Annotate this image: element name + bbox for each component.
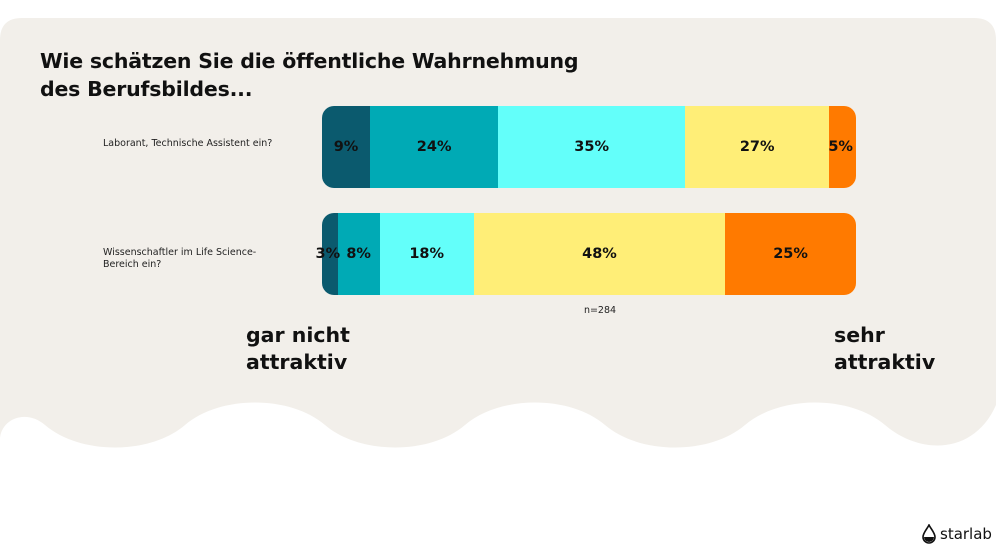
bar-segment bbox=[685, 106, 830, 188]
data-label: 27% bbox=[739, 139, 775, 155]
row-label-1: Laborant, Technische Assistent ein? bbox=[103, 138, 303, 150]
scale-low-line-1: gar nicht bbox=[246, 323, 350, 347]
row-label-2: Wissenschaftler im Life Science- Bereich… bbox=[103, 247, 303, 271]
bar-segment bbox=[322, 106, 371, 188]
chart-title: Wie schätzen Sie die öffentliche Wahrneh… bbox=[40, 47, 640, 103]
stacked-bar-2 bbox=[322, 213, 856, 295]
data-label: 3% bbox=[315, 246, 341, 262]
scale-low-label: gar nicht attraktiv bbox=[246, 322, 350, 376]
title-line-2: des Berufsbildes... bbox=[40, 77, 253, 101]
scale-low-line-2: attraktiv bbox=[246, 350, 348, 374]
bar-segment bbox=[498, 106, 686, 188]
row-label-2-line-2: Bereich ein? bbox=[103, 259, 162, 270]
scale-high-line-2: attraktiv bbox=[834, 350, 936, 374]
data-label: 24% bbox=[416, 139, 452, 155]
bar-segment bbox=[379, 213, 475, 295]
title-line-1: Wie schätzen Sie die öffentliche Wahrneh… bbox=[40, 49, 579, 73]
brand-name: starlab bbox=[940, 525, 992, 543]
stacked-bar-1 bbox=[322, 106, 856, 188]
data-label: 35% bbox=[574, 139, 610, 155]
bar-segment bbox=[322, 213, 339, 295]
data-label: 9% bbox=[333, 139, 359, 155]
scale-high-label: sehr attraktiv bbox=[834, 322, 935, 376]
scale-high-line-1: sehr bbox=[834, 323, 885, 347]
bar-segment bbox=[725, 213, 856, 295]
sample-size-note: n=284 bbox=[583, 305, 617, 316]
bar-segment bbox=[370, 106, 499, 188]
row-label-1-line-1: Laborant, Technische Assistent ein? bbox=[103, 138, 273, 149]
data-label: 25% bbox=[773, 246, 808, 262]
bar-segment bbox=[473, 213, 726, 295]
data-label: 48% bbox=[582, 246, 617, 262]
data-label: 5% bbox=[828, 139, 853, 155]
drop-icon bbox=[922, 524, 936, 544]
data-label: 8% bbox=[346, 246, 371, 262]
bar-segment bbox=[337, 213, 381, 295]
brand-logo: starlab bbox=[922, 522, 992, 546]
data-label: 18% bbox=[409, 246, 445, 262]
bar-segment bbox=[829, 106, 856, 188]
row-label-2-line-1: Wissenschaftler im Life Science- bbox=[103, 247, 257, 258]
